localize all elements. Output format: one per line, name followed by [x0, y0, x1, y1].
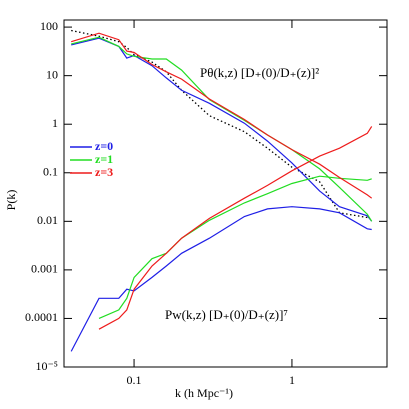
legend-label: z=3	[95, 165, 113, 179]
annotation: Pw(k,z) [D₊(0)/D₊(z)]⁷	[165, 307, 288, 322]
data-line	[98, 175, 372, 319]
x-tick-label: 1	[289, 373, 295, 387]
annotation: Pθ(k,z) [D₊(0)/D₊(z)]²	[200, 65, 319, 80]
data-line	[71, 36, 373, 222]
y-tick-label: 0.0001	[25, 310, 58, 324]
data-line	[70, 206, 372, 352]
data-line	[71, 29, 368, 219]
y-tick-label: 0.1	[43, 165, 58, 179]
y-tick-label: 100	[40, 19, 58, 33]
y-tick-label: 10⁻⁵	[35, 359, 58, 373]
y-tick-label: 0.01	[37, 213, 58, 227]
data-line	[98, 126, 373, 330]
plot-frame	[63, 19, 388, 368]
data-line	[71, 32, 373, 199]
y-axis-label: P(k)	[4, 190, 18, 211]
data-line	[71, 37, 373, 222]
legend-label: z=0	[95, 139, 113, 153]
y-tick-label: 1	[52, 116, 58, 130]
x-tick-label: 0.1	[127, 373, 142, 387]
legend-label: z=1	[95, 152, 113, 166]
y-tick-label: 10	[46, 67, 58, 81]
y-tick-label: 0.001	[31, 262, 58, 276]
x-axis-label: k (h Mpc⁻¹)	[175, 386, 233, 400]
